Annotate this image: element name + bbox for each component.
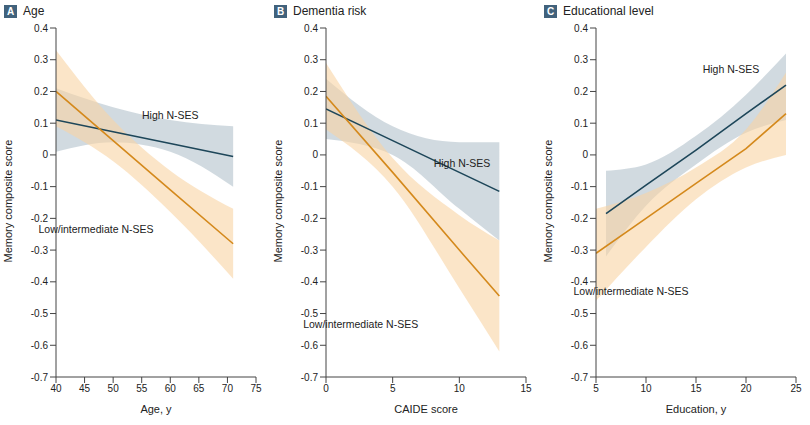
svg-text:40: 40	[50, 383, 62, 394]
html-text:Dementia risk: Dementia risk	[293, 4, 367, 18]
svg-text:0.2: 0.2	[304, 86, 318, 97]
svg-text:-0.6: -0.6	[301, 340, 319, 351]
svg-text:Low/intermediate N-SES: Low/intermediate N-SES	[303, 318, 418, 330]
svg-text:-0.4: -0.4	[31, 276, 49, 287]
svg-text:-0.7: -0.7	[301, 372, 319, 383]
svg-text:-0.3: -0.3	[571, 245, 589, 256]
svg-text:0.3: 0.3	[34, 54, 48, 65]
svg-text:0.3: 0.3	[304, 54, 318, 65]
svg-text:25: 25	[790, 383, 802, 394]
svg-text:Memory composite score: Memory composite score	[272, 140, 284, 263]
svg-text:-0.4: -0.4	[301, 276, 319, 287]
svg-text:Low/intermediate N-SES: Low/intermediate N-SES	[574, 285, 689, 297]
svg-text:50: 50	[108, 383, 120, 394]
svg-text:60: 60	[165, 383, 177, 394]
svg-text:0: 0	[312, 149, 318, 160]
svg-text:High N-SES: High N-SES	[703, 63, 760, 75]
svg-text:20: 20	[740, 383, 752, 394]
svg-text:0: 0	[323, 383, 329, 394]
svg-text:-0.5: -0.5	[31, 308, 49, 319]
svg-text:High N-SES: High N-SES	[434, 157, 491, 169]
svg-text:-0.2: -0.2	[30, 212, 48, 224]
svg-text:-0.5: -0.5	[300, 308, 318, 320]
svg-text:0.1: 0.1	[34, 118, 48, 129]
svg-text:5: 5	[390, 383, 396, 394]
svg-text:-0.2: -0.2	[571, 213, 589, 224]
svg-text:0.3: 0.3	[574, 54, 588, 65]
svg-text:Age, y: Age, y	[140, 403, 172, 415]
svg-text:-0.2: -0.2	[301, 213, 319, 224]
svg-text:0.2: 0.2	[34, 86, 48, 97]
svg-text:0.4: 0.4	[304, 23, 318, 34]
svg-text:-0.1: -0.1	[31, 181, 49, 192]
svg-text:0: 0	[42, 149, 48, 160]
svg-text:15: 15	[690, 383, 702, 394]
svg-text:15: 15	[520, 383, 532, 394]
svg-text:-0.4: -0.4	[570, 276, 588, 288]
svg-text:-0.1: -0.1	[301, 181, 319, 192]
svg-text:-0.6: -0.6	[31, 340, 49, 351]
svg-text:0.4: 0.4	[34, 23, 48, 34]
svg-text:5: 5	[593, 383, 599, 394]
svg-text:High N-SES: High N-SES	[142, 109, 199, 121]
svg-text:-0.7: -0.7	[571, 372, 589, 383]
svg-text:CAIDE score: CAIDE score	[394, 403, 458, 415]
svg-text:65: 65	[193, 383, 205, 394]
svg-text:55: 55	[136, 383, 148, 394]
svg-text:Memory composite score: Memory composite score	[542, 140, 554, 263]
svg-text:10: 10	[640, 383, 652, 394]
svg-text:0.1: 0.1	[304, 118, 318, 129]
svg-text:-0.3: -0.3	[31, 245, 49, 256]
svg-text:0.4: 0.4	[574, 23, 588, 34]
html-text:C: C	[546, 5, 555, 17]
svg-text:-0.6: -0.6	[571, 340, 589, 351]
html-text:B: B	[276, 5, 285, 17]
svg-text:-0.5: -0.5	[571, 308, 589, 319]
svg-text:-0.1: -0.1	[571, 181, 589, 192]
svg-text:-0.3: -0.3	[301, 245, 319, 256]
svg-text:Low/intermediate N-SES: Low/intermediate N-SES	[39, 223, 154, 235]
svg-text:Education, y: Education, y	[666, 403, 727, 415]
svg-text:-0.7: -0.7	[31, 372, 49, 383]
svg-text:75: 75	[250, 383, 262, 394]
svg-text:70: 70	[222, 383, 234, 394]
html-text:Educational level: Educational level	[563, 4, 654, 18]
svg-text:0: 0	[582, 149, 588, 160]
svg-text:Memory composite score: Memory composite score	[8, 140, 14, 263]
svg-text:0.2: 0.2	[574, 86, 588, 97]
html-text:A: A	[6, 5, 15, 17]
html-text:Age: Age	[23, 4, 45, 18]
svg-text:10: 10	[454, 383, 466, 394]
svg-text:0.1: 0.1	[574, 118, 588, 129]
svg-text:45: 45	[79, 383, 91, 394]
